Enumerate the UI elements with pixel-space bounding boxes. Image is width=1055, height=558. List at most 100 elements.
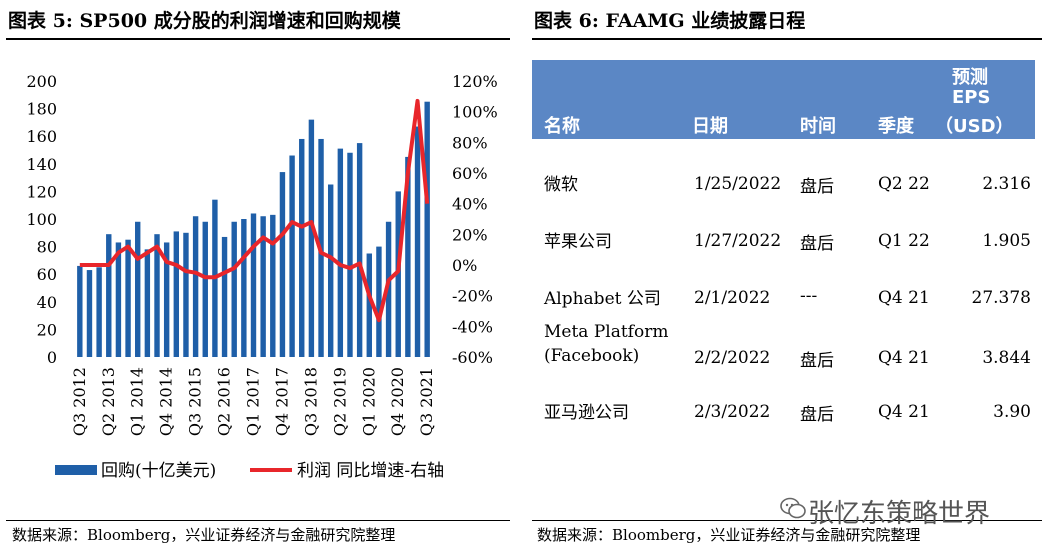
bar (135, 221, 141, 357)
header-eps-line1: 预测 (952, 67, 988, 88)
x-tick-label: Q4 2014 (157, 367, 176, 436)
header-eps-line3: （USD） (935, 116, 1014, 137)
header-name: 名称 (544, 116, 580, 137)
y-right-tick-label: -40% (452, 317, 493, 336)
bar (192, 216, 199, 357)
y-left-tick-label: 140 (26, 155, 57, 174)
y-left-tick-label: 0 (47, 348, 57, 367)
cell-quarter: Q2 22 (878, 174, 930, 194)
cell-eps: 1.905 (982, 231, 1031, 251)
y-right-tick-label: 20% (452, 225, 488, 244)
watermark-text: 张忆东策略世界 (808, 499, 991, 529)
cell-eps: 3.90 (993, 402, 1031, 422)
table-row: 亚马逊公司 2/3/2022 盘后 Q4 21 3.90 (532, 382, 1035, 439)
cell-name: 亚马逊公司 (544, 403, 629, 423)
bar (231, 221, 237, 357)
cell-date: 2/3/2022 (694, 402, 771, 422)
x-tick-label: Q3 2018 (301, 367, 320, 436)
cell-name-line2: (Facebook) (544, 346, 640, 366)
bar (144, 249, 151, 357)
y-right-tick-label: -60% (452, 348, 493, 367)
bar (424, 101, 430, 357)
header-time: 时间 (800, 116, 836, 137)
y-right-tick-label: 80% (452, 133, 488, 152)
table-header: 名称 日期 时间 季度 预测 EPS （USD） (532, 60, 1035, 139)
y-left-tick-label: 120 (26, 182, 57, 201)
bar (250, 213, 257, 357)
cell-name: 苹果公司 (544, 232, 612, 252)
y-right-tick-label: 0% (452, 256, 477, 275)
buyback-profit-chart: 0 20 40 60 80 100 120 140 160 180 200 -60% -40% -20% 0… (26, 72, 498, 481)
bar (337, 148, 344, 357)
bar (260, 216, 266, 357)
x-tick-label: Q1 2017 (244, 367, 263, 436)
bar (299, 138, 305, 357)
y-left-tick-label: 60 (37, 265, 57, 284)
cell-quarter: Q4 21 (878, 288, 930, 308)
bar (221, 236, 228, 357)
y-left-tick-label: 180 (26, 100, 57, 119)
bar (376, 246, 382, 357)
right-source-note: 数据来源：Bloomberg，兴业证券经济与金融研究院整理 (537, 526, 921, 544)
y-right-tick-label: 120% (452, 72, 498, 91)
right-source-rule (532, 520, 1042, 521)
x-tick-label: Q2 2013 (99, 367, 118, 436)
x-tick-label: Q2 2019 (330, 367, 349, 436)
x-tick-label: Q4 2020 (388, 367, 407, 436)
cell-quarter: Q1 22 (878, 231, 930, 251)
cell-time: 盘后 (800, 234, 834, 254)
bar (241, 219, 247, 357)
cell-date: 1/27/2022 (694, 231, 782, 251)
cell-time: 盘后 (800, 177, 834, 197)
x-tick-label: Q1 2020 (359, 367, 378, 436)
x-tick-label: Q2 2016 (215, 367, 234, 436)
cell-eps: 27.378 (971, 288, 1031, 308)
left-figure-title: 图表 5: SP500 成分股的利润增速和回购规模 (8, 10, 401, 32)
bar (163, 242, 170, 357)
bar (366, 253, 372, 357)
bar (183, 232, 189, 357)
y-left-tick-label: 80 (37, 238, 57, 257)
cell-eps: 3.844 (982, 348, 1031, 368)
bar (327, 184, 334, 357)
table-row: Alphabet 公司 2/1/2022 --- Q4 21 27.378 (532, 268, 1035, 325)
bar (405, 156, 411, 357)
cell-date: 2/1/2022 (694, 288, 771, 308)
y-left-tick-label: 160 (26, 127, 57, 146)
cell-time: --- (800, 286, 818, 306)
bar (279, 172, 286, 357)
y-right-tick-label: 100% (452, 103, 498, 122)
table-row: 苹果公司 1/27/2022 盘后 Q1 22 1.905 (532, 211, 1035, 268)
x-tick-label: Q3 2012 (70, 367, 89, 436)
cell-name: Meta Platform (544, 322, 669, 342)
y-right-tick-label: 40% (452, 195, 488, 214)
bar (414, 126, 421, 357)
left-source-rule (6, 520, 510, 521)
y-left-tick-label: 40 (37, 293, 57, 312)
bar (270, 214, 276, 357)
bar (347, 152, 353, 357)
y-left-tick-label: 200 (26, 72, 57, 91)
x-tick-label: Q4 2017 (272, 367, 291, 436)
legend-label-profit: 利润 同比增速-右轴 (297, 461, 444, 481)
bar (308, 119, 315, 357)
right-title-rule (532, 38, 1042, 40)
y-left-tick-label: 20 (37, 320, 57, 339)
chat-bubble-icon (780, 497, 806, 519)
bar (96, 267, 102, 357)
cell-time: 盘后 (800, 351, 834, 371)
legend-label-buyback: 回购(十亿美元) (101, 461, 216, 481)
cell-name: Alphabet 公司 (544, 289, 661, 309)
y-right-tick-label: 60% (452, 164, 488, 183)
bar (173, 231, 180, 357)
bar (395, 191, 401, 357)
bar (115, 242, 122, 357)
bar (202, 221, 208, 357)
profit-growth-line (79, 98, 430, 323)
header-quarter: 季度 (878, 116, 914, 137)
bar (154, 234, 160, 357)
right-figure-title: 图表 6: FAAMG 业绩披露日程 (534, 10, 806, 32)
left-title-rule (6, 38, 510, 40)
header-eps-line2: EPS (952, 87, 991, 108)
cell-eps: 2.316 (982, 174, 1031, 194)
